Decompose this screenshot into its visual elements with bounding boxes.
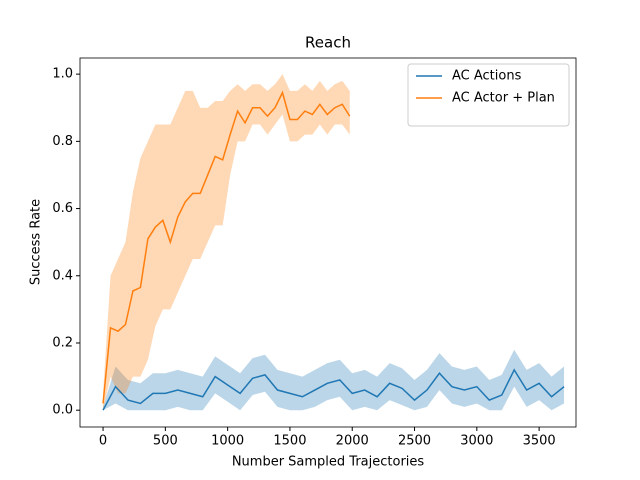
x-tick-label: 0	[99, 434, 107, 449]
y-tick-label: 0.8	[52, 134, 73, 149]
series-line	[102, 90, 351, 404]
chart-title: Reach	[305, 34, 351, 52]
x-tick-label: 500	[153, 434, 178, 449]
y-tick-label: 0.2	[52, 335, 73, 350]
y-tick-label: 0.0	[52, 403, 73, 418]
plot-frame	[79, 57, 577, 428]
legend-label: AC Actor + Plan	[452, 91, 555, 106]
x-tick-label: 1500	[273, 434, 306, 449]
x-tick-label: 2500	[398, 434, 431, 449]
series-line	[102, 368, 565, 411]
confidence-band	[103, 74, 350, 411]
y-tick-label: 0.6	[52, 201, 73, 216]
x-tick-label: 1000	[211, 434, 244, 449]
y-tick-label: 0.4	[52, 268, 73, 283]
y-tick-label: 1.0	[52, 67, 73, 82]
legend-box	[407, 63, 570, 127]
y-axis-label: Success Rate	[29, 199, 44, 285]
x-tick-label: 2000	[336, 434, 369, 449]
legend-label: AC Actions	[452, 69, 522, 84]
confidence-band	[103, 349, 565, 411]
x-tick-label: 3500	[523, 434, 556, 449]
x-tick-label: 3000	[460, 434, 493, 449]
x-axis-label: Number Sampled Trajectories	[232, 455, 425, 470]
